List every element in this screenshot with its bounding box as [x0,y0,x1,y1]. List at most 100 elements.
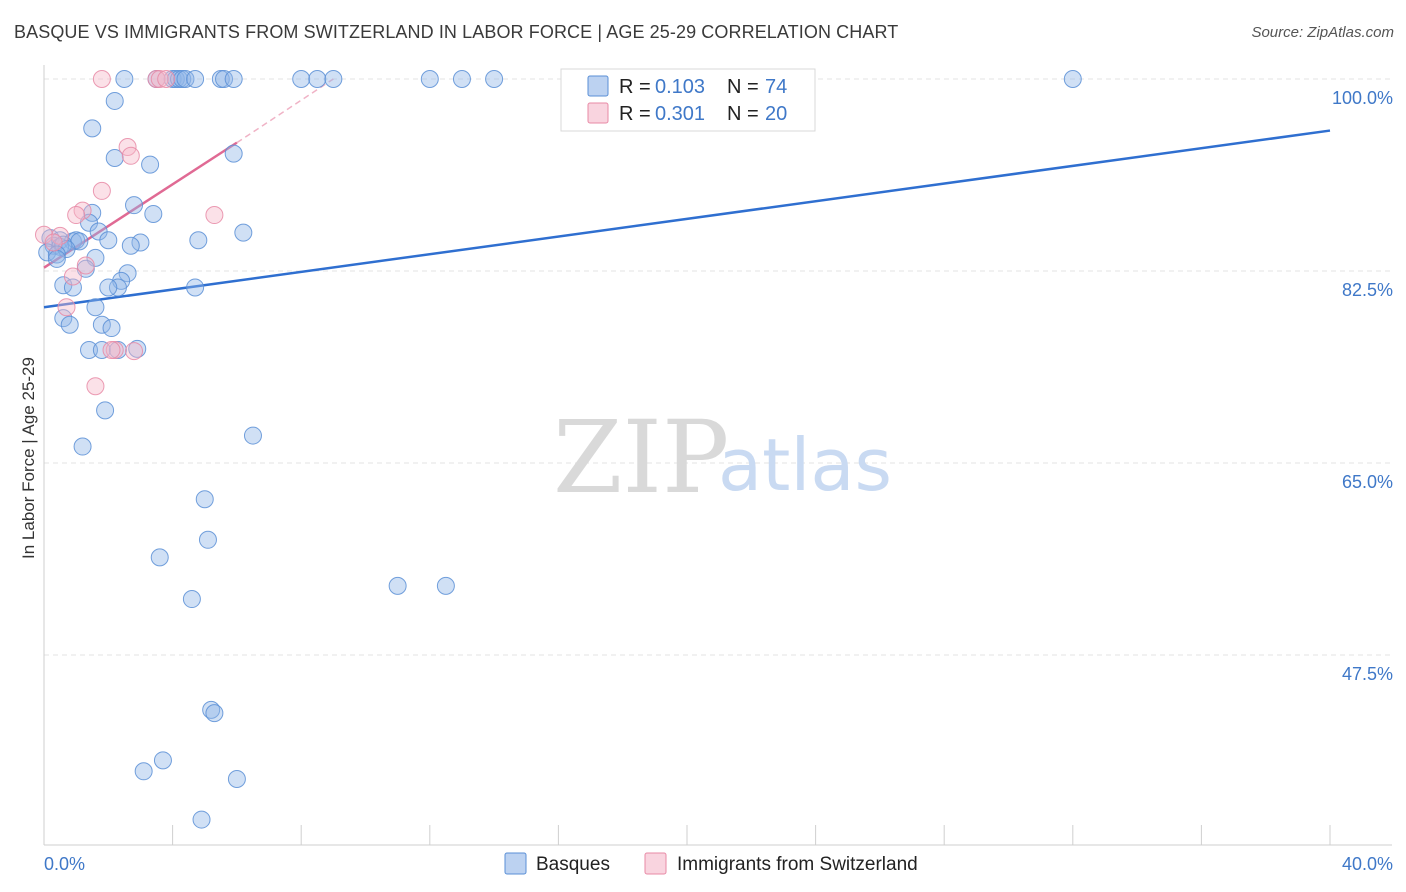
series-legend-label-basques: Basques [536,854,610,875]
data-point-switzerland [92,70,111,88]
y-tick-label: 47.5% [1342,664,1393,684]
watermark-atlas: atlas [718,423,892,507]
data-point-switzerland [157,70,176,88]
data-point-basques [125,196,144,215]
data-point-basques [92,315,111,334]
data-point-basques [80,340,99,359]
data-point-basques [234,223,253,242]
data-point-basques [121,236,140,255]
data-point-basques [186,70,205,88]
trend-line-basques [43,129,1331,309]
data-point-switzerland [150,70,169,88]
data-point-basques [60,315,79,334]
data-point-basques [176,70,195,88]
data-point-basques [108,278,127,297]
data-point-basques [128,339,147,358]
data-point-basques [73,437,92,456]
data-point-basques [308,70,327,88]
data-point-basques [485,70,504,88]
series-legend-label-switzerland: Immigrants from Switzerland [677,854,918,875]
legend-n-value-basques: 74 [765,76,787,98]
data-point-basques [202,700,221,719]
data-point-basques [131,233,150,252]
data-point-basques [47,249,66,268]
data-point-basques [141,155,160,174]
data-point-switzerland [205,206,224,225]
data-point-basques [54,309,73,328]
data-point-basques [192,810,211,829]
data-point-basques [150,548,169,567]
data-point-switzerland [86,377,105,396]
data-point-basques [224,144,243,163]
legend-r-label-basques: R = [619,76,651,98]
legend-n-value-switzerland: 20 [765,103,787,125]
data-point-switzerland [92,181,111,200]
data-point-basques [83,119,102,138]
series-legend-swatch-basques [504,852,527,875]
y-tick-label: 82.5% [1342,280,1393,300]
data-point-switzerland [57,298,76,317]
data-point-basques [324,70,343,88]
data-point-basques [1063,70,1082,88]
data-point-basques [224,70,243,88]
data-point-basques [436,576,455,595]
data-point-basques [105,91,124,110]
data-point-switzerland [44,233,63,252]
legend-r-label-switzerland: R = [619,103,651,125]
data-point-switzerland [35,225,53,244]
data-point-basques [186,278,205,297]
trend-lines [43,78,1331,309]
data-point-switzerland [125,342,144,361]
legend-r-value-switzerland: 0.301 [655,103,705,125]
data-point-basques [99,278,118,297]
data-point-basques [144,204,163,223]
data-point-switzerland [102,340,121,359]
data-point-basques [182,590,201,609]
data-points [35,70,1082,829]
data-point-basques [198,530,217,549]
data-point-basques [452,70,471,88]
y-tick-label: 100.0% [1332,88,1393,108]
axes [43,65,1392,846]
x-tick-label-max: 40.0% [1342,854,1393,874]
data-point-basques [47,245,66,264]
data-point-basques [118,264,137,283]
data-point-basques [92,340,111,359]
data-point-basques [388,576,407,595]
data-point-switzerland [51,226,70,245]
watermark-zip: ZIP [553,399,729,516]
data-point-switzerland [121,146,140,165]
chart-title: BASQUE VS IMMIGRANTS FROM SWITZERLAND IN… [14,22,899,42]
data-point-switzerland [67,206,86,225]
data-point-switzerland [63,267,82,286]
data-point-basques [63,278,82,297]
x-tick-label-min: 0.0% [44,854,85,874]
data-point-basques [227,769,246,788]
trend-line-extension [236,78,334,144]
trend-line-switzerland [43,141,238,269]
source-label: Source: ZipAtlas.com [1251,24,1394,41]
stats-legend: R = 0.103 N = 74 R = 0.301 N = 20 [560,68,816,132]
data-point-basques [243,426,262,445]
data-point-basques [102,319,121,338]
data-point-basques [153,751,172,770]
y-tick-label: 65.0% [1342,472,1393,492]
data-point-basques [99,231,118,250]
data-point-basques [86,298,105,317]
data-point-basques [96,401,115,420]
data-point-basques [205,704,224,723]
data-point-basques [292,70,311,88]
series-legend-swatch-switzerland [644,852,667,875]
y-axis-label: In Labor Force | Age 25-29 [19,357,38,559]
data-point-basques [215,70,234,88]
data-point-basques [195,490,214,509]
data-point-basques [189,231,208,250]
y-tick-labels: 100.0% 82.5% 65.0% 47.5% [1332,88,1393,684]
legend-swatch-switzerland [587,102,609,124]
data-point-basques [105,148,124,167]
data-point-basques [134,762,153,781]
data-point-switzerland [76,256,95,275]
legend-r-value-basques: 0.103 [655,76,705,98]
legend-swatch-basques [587,75,609,97]
